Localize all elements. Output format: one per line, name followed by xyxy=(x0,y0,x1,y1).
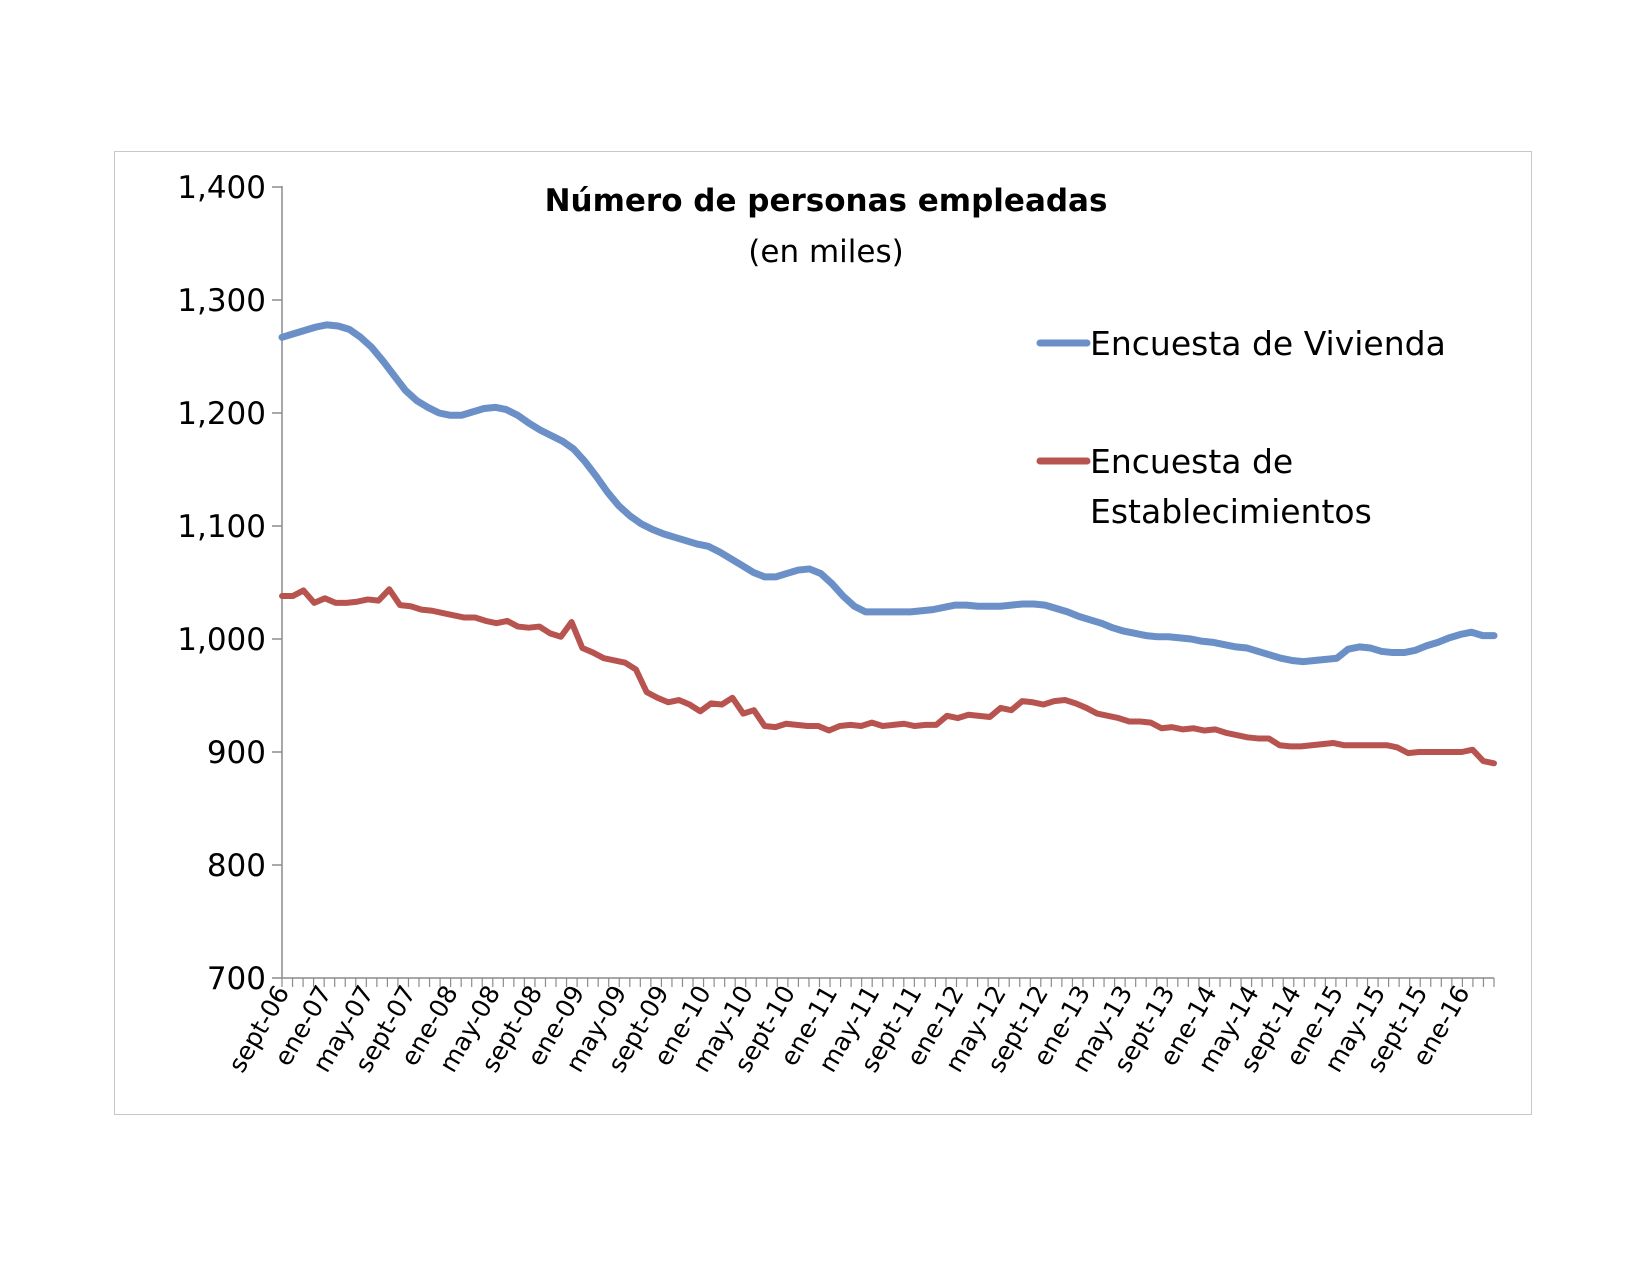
y-tick-label: 800 xyxy=(207,848,266,884)
y-tick-label: 1,300 xyxy=(177,283,266,319)
axes xyxy=(281,186,1494,979)
y-tick-label: 1,100 xyxy=(177,509,266,545)
y-tick-label: 900 xyxy=(207,735,266,771)
chart-title: Número de personas empleadas xyxy=(545,183,1108,219)
legend-item: Encuesta de Establecimientos xyxy=(1036,442,1372,531)
y-axis-ticks: 1,400 1,300 1,200 1,100 1,000 900 800 700 xyxy=(177,170,282,997)
x-axis-ticks: sept-06ene-07may-07sept-07ene-08may-08se… xyxy=(223,978,1495,1077)
legend-item: Encuesta de Vivienda xyxy=(1036,324,1446,363)
y-tick-label: 700 xyxy=(207,961,266,997)
series-lines xyxy=(278,321,1498,767)
chart-subtitle: (en miles) xyxy=(748,234,903,270)
y-tick-label: 1,400 xyxy=(177,170,266,206)
y-tick-label: 1,000 xyxy=(177,622,266,658)
series-line-vivienda xyxy=(278,321,1498,666)
legend-label: Encuesta de Establecimientos xyxy=(1090,442,1372,531)
chart-frame xyxy=(114,151,1532,1115)
y-tick-label: 1,200 xyxy=(177,396,266,432)
series-line-establecimientos xyxy=(279,586,1497,767)
legend-label: Encuesta de Vivienda xyxy=(1090,324,1446,363)
legend: Encuesta de Vivienda Encuesta de Estableci… xyxy=(1036,324,1446,531)
